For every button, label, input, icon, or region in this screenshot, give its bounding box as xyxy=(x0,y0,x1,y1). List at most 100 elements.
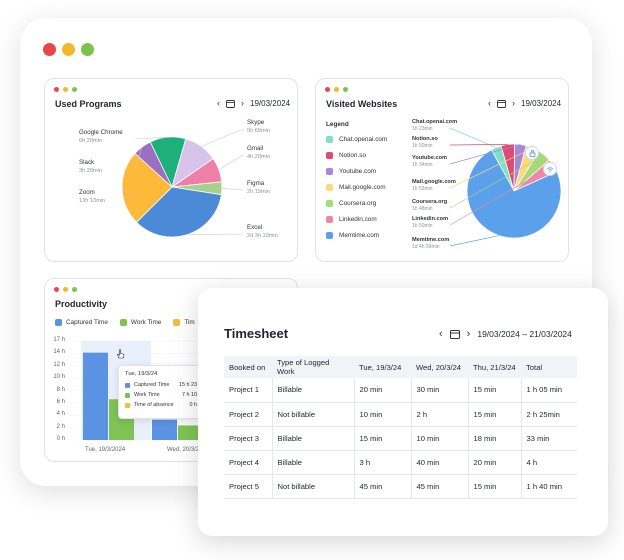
tooltip-row: Work Time 7 h 10 xyxy=(125,392,197,398)
card-dots xyxy=(54,287,77,292)
legend-work: Work Time xyxy=(119,319,161,326)
legend-swatch xyxy=(326,168,333,175)
site-label: Mail.google.com xyxy=(412,179,456,185)
site-time: 1h 50min xyxy=(412,143,433,149)
leader-line xyxy=(187,233,244,235)
leader-line xyxy=(449,154,545,209)
tooltip-row: Captured Time 15 h 23 xyxy=(125,382,197,388)
window-minimize-dot[interactable] xyxy=(62,43,75,56)
used-programs-date-nav: ‹ › 19/03/2024 xyxy=(217,98,290,108)
visited-websites-card: Visited Websites ‹ › 19/03/2024 Legend C… xyxy=(315,78,569,262)
col-type: Type of Logged Work xyxy=(272,356,354,378)
leader-line xyxy=(221,187,244,191)
table-row[interactable]: Project 3 Billable 15 min 10 min 18 min 33 mi… xyxy=(224,426,577,451)
site-label: Chat.openai.com xyxy=(412,119,457,125)
legend-item: Coursera.org xyxy=(326,200,376,207)
legend-item: Notion.so xyxy=(326,152,366,159)
site-time: 1h 50min xyxy=(412,223,433,229)
site-label: Notion.so xyxy=(412,136,438,142)
legend-item: Linkedin.com xyxy=(326,216,377,223)
slice-time: 4h 20min xyxy=(247,154,270,160)
table-cell: 45 min xyxy=(411,474,469,499)
timesheet-title: Timesheet xyxy=(224,326,289,341)
chart-tooltip: Tue, 19/3/24 Captured Time 15 h 23 Work Ti… xyxy=(118,365,200,419)
slice-label: Figma xyxy=(247,180,265,187)
x-label-wed: Wed, 20/3/24 xyxy=(167,447,203,453)
table-row[interactable]: Project 2 Not billable 10 min 2 h 15 min 2 h … xyxy=(224,402,577,427)
table-cell: 3 h xyxy=(354,450,412,475)
calendar-icon[interactable] xyxy=(449,329,460,339)
legend-label: Mail.google.com xyxy=(339,184,386,191)
table-cell: 30 min xyxy=(411,378,469,403)
legend-title: Legend xyxy=(326,121,349,128)
table-cell: Billable xyxy=(272,378,355,403)
legend-absence: Tim xyxy=(173,319,195,326)
slice-time: 5h 60min xyxy=(247,128,270,134)
col-wed: Wed, 20/3/24 xyxy=(411,356,468,378)
slice-time: 6h 20min xyxy=(79,138,102,144)
site-time: 1h 48min xyxy=(412,206,433,212)
tooltip-row-label: Work Time xyxy=(134,392,160,398)
productivity-title: Productivity xyxy=(55,299,108,309)
table-cell: 45 min xyxy=(354,474,412,499)
slice-time: 2d 3h 10min xyxy=(247,233,278,239)
col-thu: Thu, 21/3/24 xyxy=(468,356,521,378)
site-time: 1h 52min xyxy=(412,186,433,192)
calendar-icon[interactable] xyxy=(226,99,235,108)
leader-line xyxy=(449,235,500,247)
legend-swatch xyxy=(326,200,333,207)
window-close-dot[interactable] xyxy=(43,43,56,56)
leader-line xyxy=(134,146,143,170)
pie-slice-memtime-com[interactable] xyxy=(466,149,562,239)
table-cell: 15 min xyxy=(468,402,522,427)
table-cell: 20 min xyxy=(468,450,522,475)
pie-slice-excel[interactable] xyxy=(135,186,222,238)
window-maximize-dot[interactable] xyxy=(81,43,94,56)
bar-work-time[interactable] xyxy=(178,425,203,440)
y-tick-label: 0 h xyxy=(56,436,65,442)
card-dots xyxy=(325,87,348,92)
table-header-row: Booked on Type of Logged Work Tue, 19/3/… xyxy=(224,356,577,378)
table-row[interactable]: Project 1 Billable 20 min 30 min 15 min 1 h 0… xyxy=(224,378,577,403)
leader-line xyxy=(449,165,554,226)
bar-captured-time[interactable] xyxy=(83,352,108,440)
site-time: 1h 34min xyxy=(412,162,433,168)
tooltip-row: Time of absence 0 h xyxy=(125,402,197,408)
slice-time: 3h 20min xyxy=(79,168,102,174)
site-label: Youtube.com xyxy=(412,155,447,161)
legend-swatch xyxy=(326,152,333,159)
table-cell: Not billable xyxy=(272,402,355,427)
site-label: Coursera.org xyxy=(412,199,448,205)
next-date-icon[interactable]: › xyxy=(241,98,244,108)
productivity-legend: Captured Time Work Time Tim xyxy=(55,319,195,326)
next-date-icon[interactable]: › xyxy=(512,98,515,108)
timesheet-date-range: 19/03/2024 – 21/03/2024 xyxy=(477,329,572,339)
next-range-icon[interactable]: › xyxy=(466,328,471,340)
calendar-icon[interactable] xyxy=(497,99,506,108)
prev-date-icon[interactable]: ‹ xyxy=(488,98,491,108)
slice-label: Slack xyxy=(79,159,95,166)
prev-date-icon[interactable]: ‹ xyxy=(217,98,220,108)
table-row[interactable]: Project 4 Billable 3 h 40 min 20 min 4 h xyxy=(224,450,577,475)
slice-label: Google Chrome xyxy=(79,129,123,136)
prev-range-icon[interactable]: ‹ xyxy=(439,328,443,340)
y-tick-label: 6 h xyxy=(56,398,65,405)
card-dots xyxy=(54,87,77,92)
table-cell: Billable xyxy=(272,450,355,475)
y-tick-label: 4 h xyxy=(56,411,65,418)
visited-websites-date: 19/03/2024 xyxy=(521,98,562,108)
lock-badge-icon xyxy=(525,146,539,160)
timesheet-date-nav: ‹ › 19/03/2024 – 21/03/2024 xyxy=(439,328,572,340)
table-cell: Billable xyxy=(272,426,355,451)
slice-label: Zoom xyxy=(79,189,95,196)
used-programs-title: Used Programs xyxy=(55,99,122,109)
table-cell: Not billable xyxy=(272,474,355,499)
table-cell: 15 min xyxy=(354,426,412,451)
legend-label: Chat.openai.com xyxy=(339,136,388,143)
table-row[interactable]: Project 5 Not billable 45 min 45 min 15 min 1… xyxy=(224,474,577,499)
y-tick-label: 12 h xyxy=(53,361,65,368)
pie-slice-slack[interactable] xyxy=(134,141,173,188)
bar-captured-time[interactable] xyxy=(152,419,177,440)
legend-label: Linkedin.com xyxy=(339,216,377,223)
